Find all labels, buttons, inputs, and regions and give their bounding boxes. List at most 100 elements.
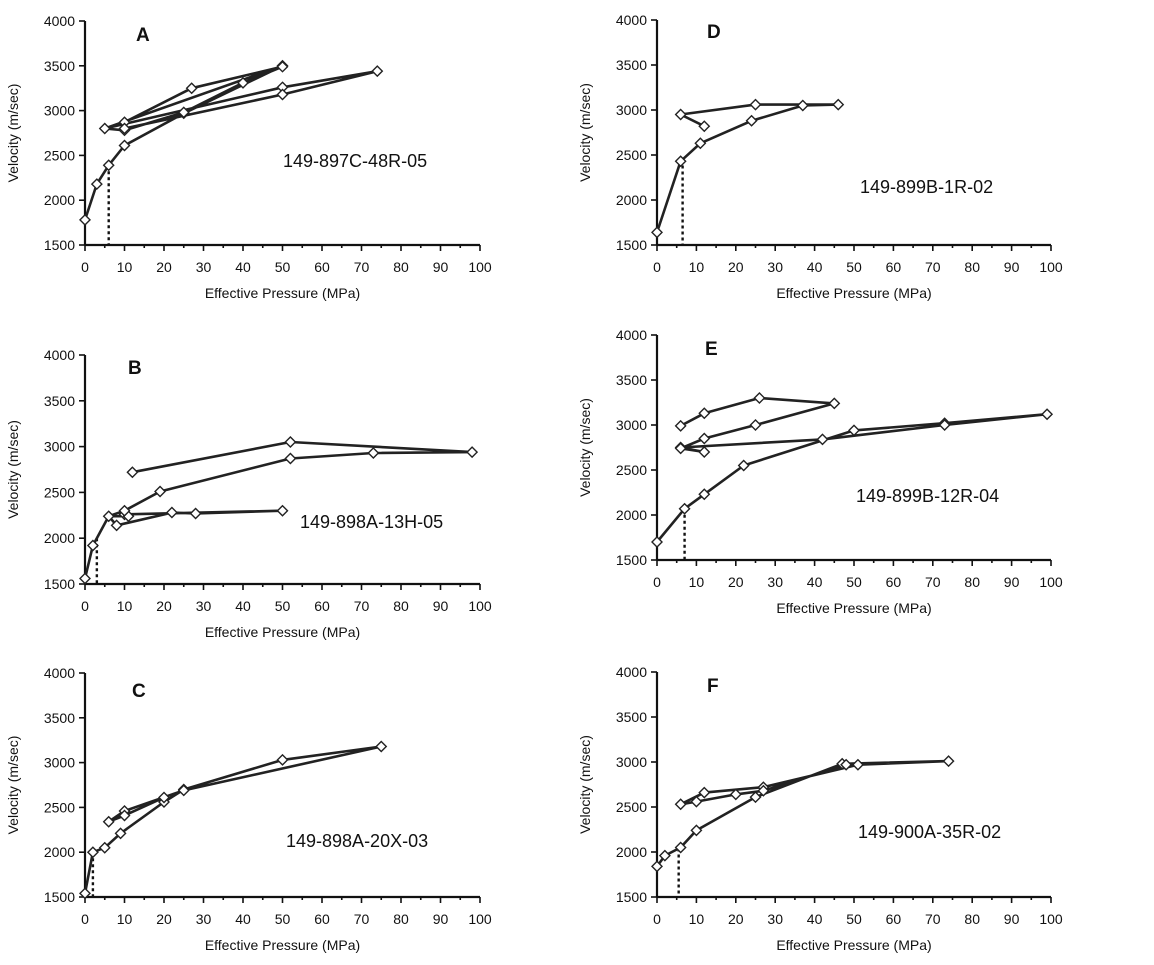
y-axis-label: Velocity (m/sec) [577, 83, 593, 182]
data-point [816, 433, 829, 446]
data-point [690, 795, 703, 808]
data-point [1041, 408, 1054, 421]
x-tick-label: 30 [767, 259, 783, 275]
y-tick-label: 3500 [616, 709, 647, 725]
x-tick-label: 70 [925, 911, 941, 927]
y-tick-label: 1500 [616, 552, 647, 568]
data-point [651, 226, 663, 239]
x-tick-label: 90 [433, 598, 449, 614]
y-tick-label: 3000 [616, 417, 647, 433]
x-tick-label: 100 [468, 259, 492, 275]
x-tick-label: 30 [196, 911, 212, 927]
x-tick-label: 40 [807, 911, 823, 927]
data-point [102, 815, 115, 828]
data-point [749, 791, 762, 804]
data-point [674, 108, 687, 121]
y-tick-label: 3000 [616, 754, 647, 770]
data-point [98, 122, 111, 135]
data-point [674, 419, 687, 432]
x-tick-label: 10 [117, 598, 133, 614]
data-point [698, 432, 711, 445]
panel-letter: E [705, 339, 718, 360]
y-tick-label: 4000 [616, 12, 647, 28]
y-tick-label: 1500 [44, 237, 75, 253]
data-point [698, 488, 711, 501]
y-tick-label: 4000 [44, 13, 75, 29]
x-tick-label: 20 [728, 911, 744, 927]
data-point [674, 155, 687, 168]
data-point [276, 753, 289, 766]
x-tick-label: 0 [81, 598, 89, 614]
x-tick-label: 50 [275, 259, 291, 275]
x-tick-label: 100 [468, 598, 492, 614]
data-point [375, 740, 388, 753]
data-point [165, 506, 178, 519]
y-tick-label: 4000 [616, 327, 647, 343]
x-tick-label: 30 [767, 911, 783, 927]
data-point [938, 419, 951, 431]
x-tick-label: 20 [156, 598, 172, 614]
data-point [189, 507, 202, 520]
x-tick-label: 70 [925, 574, 941, 590]
x-axis-label: Effective Pressure (MPa) [776, 937, 931, 953]
series-line [655, 396, 1049, 543]
data-point [118, 809, 131, 822]
x-tick-label: 40 [807, 259, 823, 275]
x-tick-label: 10 [117, 259, 133, 275]
x-tick-label: 20 [728, 259, 744, 275]
x-tick-label: 80 [393, 911, 409, 927]
y-tick-label: 1500 [616, 237, 647, 253]
data-point [698, 786, 711, 799]
data-point [371, 65, 384, 78]
panel-b: 0 10 20 30 40 50 60 70 80 90 100 1500 2000 2500 3000 35… [5, 347, 492, 640]
x-tick-label: 90 [1004, 259, 1020, 275]
x-tick-label: 70 [354, 259, 370, 275]
y-axis-label: Velocity (m/sec) [5, 736, 21, 835]
x-tick-label: 50 [846, 911, 862, 927]
sample-id: 149-897C-48R-05 [283, 151, 427, 171]
x-tick-label: 10 [689, 911, 705, 927]
x-axis-label: Effective Pressure (MPa) [205, 285, 360, 301]
y-tick-label: 2500 [616, 147, 647, 163]
data-point [674, 798, 687, 811]
y-tick-label: 2000 [616, 507, 647, 523]
data-point [86, 539, 99, 552]
x-tick-label: 30 [196, 598, 212, 614]
x-axis-label: Effective Pressure (MPa) [776, 600, 931, 616]
y-axis-label: Velocity (m/sec) [577, 398, 593, 497]
data-point [651, 860, 663, 873]
data-point [840, 758, 853, 771]
data-point [466, 446, 479, 459]
x-tick-label: 100 [468, 911, 492, 927]
panel-letter: D [707, 22, 721, 43]
y-axis-label: Velocity (m/sec) [5, 84, 21, 183]
data-point [154, 485, 167, 498]
data-point [177, 784, 190, 797]
x-tick-label: 60 [886, 911, 902, 927]
x-tick-label: 50 [275, 911, 291, 927]
x-tick-label: 50 [275, 598, 291, 614]
x-tick-label: 90 [433, 911, 449, 927]
data-point [729, 788, 742, 801]
x-axis-label: Effective Pressure (MPa) [776, 285, 931, 301]
x-tick-label: 80 [393, 598, 409, 614]
x-tick-label: 60 [886, 259, 902, 275]
x-tick-label: 100 [1039, 259, 1063, 275]
data-point [651, 536, 663, 548]
panel-d: 0 10 20 30 40 50 60 70 80 90 100 1500 2000 2500 3000 35… [577, 12, 1063, 301]
y-tick-label: 2500 [44, 799, 75, 815]
x-tick-label: 100 [1039, 574, 1063, 590]
data-point [698, 407, 711, 420]
x-tick-label: 90 [1004, 574, 1020, 590]
data-point [79, 572, 91, 585]
y-tick-label: 3000 [44, 439, 75, 455]
data-point [678, 502, 691, 515]
data-point [745, 114, 758, 127]
x-tick-label: 60 [314, 598, 330, 614]
x-tick-label: 80 [964, 911, 980, 927]
x-axis-label: Effective Pressure (MPa) [205, 937, 360, 953]
x-tick-label: 80 [964, 574, 980, 590]
x-tick-label: 90 [1004, 911, 1020, 927]
data-point [942, 755, 955, 768]
